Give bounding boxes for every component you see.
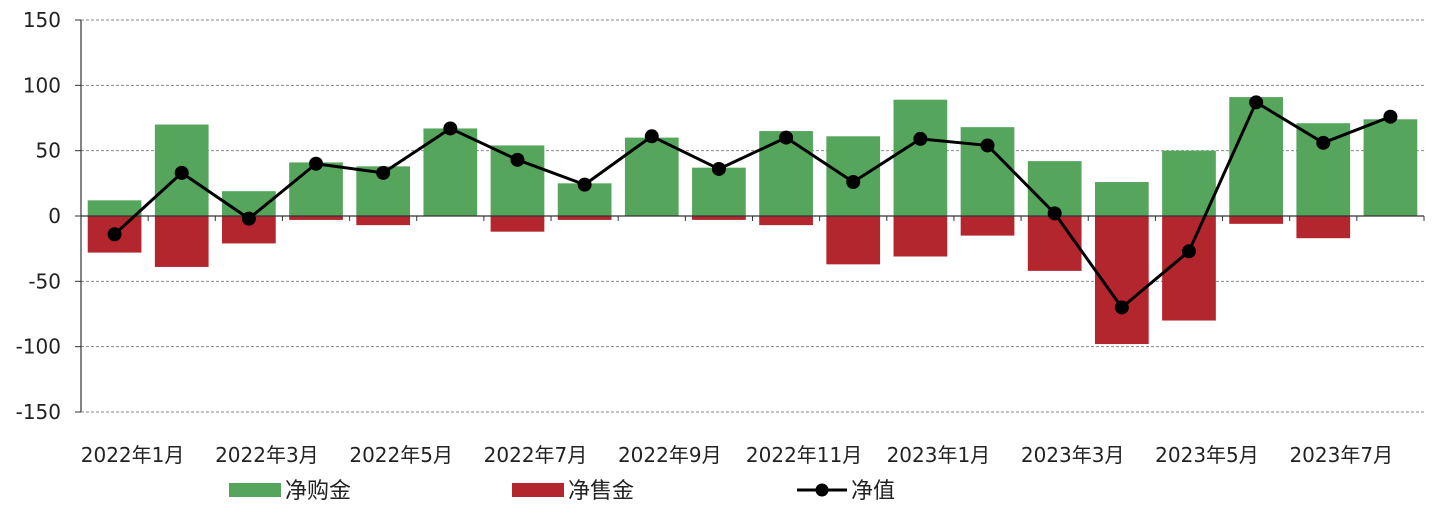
net-sale-bar [692,216,746,220]
legend-net-sale-swatch [512,483,564,497]
x-tick-label: 2023年1月 [887,443,991,467]
x-tick-label: 2022年1月 [81,443,185,467]
net-sale-bar [289,216,343,220]
y-tick-label: 0 [48,204,61,228]
net-value-point [913,131,928,146]
net-value-point [241,211,256,226]
x-tick-label: 2022年5月 [349,443,453,467]
y-tick-label: 150 [23,8,61,32]
net-value-point [1383,109,1398,124]
net-sale-bar [960,216,1015,236]
y-tick-label: -150 [16,400,61,424]
net-value-point [309,156,324,171]
y-tick-label: -50 [28,269,61,293]
net-value-point [644,129,659,144]
net-sale-bar [1229,216,1283,224]
net-value-polyline [113,100,1391,309]
net-value-point [779,130,794,145]
x-tick-label: 2022年9月 [618,443,722,467]
legend-net-value-label: 净值 [851,479,895,504]
net-value-point [846,175,861,190]
legend-net-purchase-label: 净购金 [285,479,351,504]
net-value-point [107,227,122,242]
net-value-point [711,161,726,176]
net-value-point [1047,206,1062,221]
net-sale-bar [154,216,209,267]
net-value-point [376,165,391,180]
net-value-point [1249,95,1264,110]
net-purchase-bar [1229,97,1283,216]
net-value-point [443,121,458,136]
x-tick-label: 2023年7月 [1289,443,1393,467]
legend-net-value-swatch-marker [815,483,829,497]
x-tick-label: 2023年5月 [1155,443,1259,467]
x-tick-label: 2023年3月 [1021,443,1125,467]
net-value-point [174,165,189,180]
net-sale-bar [759,216,813,226]
x-axis-ticks: 2022年1月 2022年3月 2022年5月 2022年7月 2022年9月 2022年… [81,443,1393,467]
net-value-point [1114,300,1129,315]
net-sale-bar [1162,216,1216,321]
net-sale-bar [893,216,948,257]
net-sale-bar [557,216,612,220]
y-tick-label: 50 [36,139,61,163]
net-purchase-bar [87,200,142,216]
axes [75,19,1425,413]
net-purchase-bar [893,99,948,216]
net-purchase-bar [1162,150,1216,216]
net-sale-bar [1027,216,1082,271]
legend-net-purchase-swatch [229,483,281,497]
grid-lines [81,19,1424,413]
net-value-line [107,95,1398,315]
net-sale-bar [1296,216,1351,239]
net-value-point [577,177,592,192]
x-tick-label: 2022年7月 [484,443,588,467]
y-tick-label: -100 [16,335,61,359]
legend-net-sale-label: 净售金 [568,479,634,504]
legend: 净购金 净售金 净值 [229,479,895,504]
net-sale-bar [826,216,881,265]
y-axis-ticks: 150 100 50 0 -50 -100 -150 [16,8,61,424]
x-tick-label: 2022年11月 [746,443,862,467]
net-purchase-bar [423,128,478,216]
net-sale-bar [356,216,411,226]
net-value-point [1316,135,1331,150]
net-value-point [1181,244,1196,259]
net-value-point [510,152,525,167]
y-tick-label: 100 [23,73,61,97]
net-purchase-bar [1363,119,1418,216]
net-purchase-bar [1094,182,1149,216]
x-tick-label: 2022年3月 [215,443,319,467]
net-purchase-bar [289,162,343,216]
net-sale-bar [490,216,545,232]
net-value-point [980,138,995,153]
